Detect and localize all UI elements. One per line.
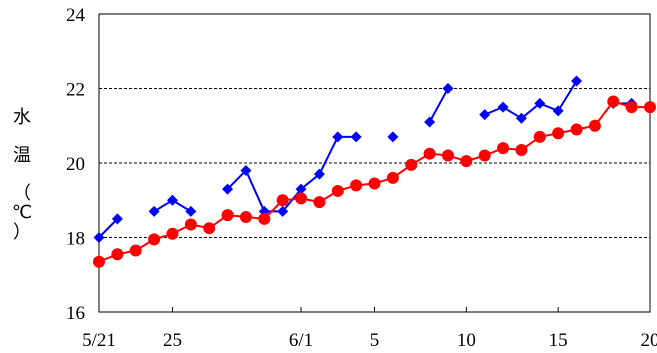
x-tick-label: 5/21 <box>82 330 116 351</box>
series-0 <box>93 75 638 243</box>
series-0-point <box>552 105 564 117</box>
series-layer <box>93 75 656 268</box>
series-0-point <box>332 131 344 143</box>
series-1-point <box>331 184 344 197</box>
series-0-point <box>148 205 160 217</box>
x-tick-label: 5 <box>370 330 380 351</box>
series-1-point <box>625 101 638 114</box>
series-0-point <box>222 183 234 195</box>
series-1-point <box>350 179 363 192</box>
series-1-point <box>184 218 197 231</box>
series-1-point <box>441 149 454 162</box>
gridlines <box>99 13 650 238</box>
series-1-point <box>93 255 105 268</box>
y-axis-label-char: ） <box>13 222 31 243</box>
series-1-point <box>239 211 252 224</box>
series-0-point <box>277 205 289 217</box>
series-1-point <box>533 130 546 143</box>
series-1-point <box>313 196 326 209</box>
y-tick-label: 18 <box>66 229 85 250</box>
series-0-segment <box>300 173 321 190</box>
series-1-point <box>607 95 620 108</box>
series-0-point <box>571 75 583 87</box>
series-0-point <box>313 168 325 180</box>
y-axis-label-char: ℃ <box>12 202 32 223</box>
series-0-point <box>387 131 399 143</box>
x-tick-label: 6/1 <box>289 330 313 351</box>
series-0-point <box>295 183 307 195</box>
series-1-point <box>148 233 161 246</box>
y-axis-label-char: 温 <box>13 145 31 166</box>
series-1-point <box>570 123 583 136</box>
series-1-point <box>111 248 124 261</box>
y-tick-label: 20 <box>66 154 85 175</box>
x-axis-ticks: 5/21 25 6/1 5 10 15 20 <box>82 307 657 351</box>
series-1-point <box>166 227 179 240</box>
series-0-segment <box>98 218 119 239</box>
x-tick-label: 15 <box>549 330 568 351</box>
y-tick-label: 16 <box>66 303 85 324</box>
series-0-point <box>497 101 509 113</box>
series-1-point <box>203 222 216 235</box>
series-0-segment <box>520 102 541 120</box>
y-axis-label: 水温 （℃） <box>12 107 32 243</box>
series-1-point <box>221 209 234 222</box>
y-axis-label-char: 水 <box>13 107 31 128</box>
series-0-segment <box>428 88 449 123</box>
y-axis-label-char: （ <box>13 183 31 204</box>
series-0-point <box>479 109 491 121</box>
series-0-point <box>93 232 105 243</box>
series-0-point <box>424 116 436 128</box>
series-1-point <box>497 142 510 155</box>
series-0-point <box>350 131 362 143</box>
x-tick-label: 20 <box>641 330 657 351</box>
series-1-point <box>515 143 528 156</box>
series-0-point <box>515 112 527 124</box>
series-1-point <box>386 171 399 184</box>
series-1 <box>93 95 656 268</box>
series-1-point <box>276 194 289 207</box>
x-tick-label: 25 <box>163 330 182 351</box>
series-1-point <box>460 155 473 168</box>
series-0-segment <box>226 169 247 190</box>
series-0-segment <box>245 170 266 212</box>
series-1-point <box>129 244 142 257</box>
series-1-point <box>588 119 601 132</box>
series-1-point <box>295 192 308 205</box>
y-axis-ticks: 16 18 20 22 24 <box>66 5 86 324</box>
series-0-point <box>240 164 252 176</box>
x-tick-label: 10 <box>457 330 476 351</box>
y-tick-label: 24 <box>66 5 86 26</box>
series-0-point <box>166 194 178 206</box>
series-0-segment <box>318 136 339 175</box>
series-1-point <box>478 149 491 162</box>
series-1-point <box>368 177 381 190</box>
series-0-point <box>111 213 123 225</box>
series-1-point <box>552 127 565 140</box>
series-0-point <box>534 97 546 109</box>
series-0-point <box>442 83 454 94</box>
series-1-point <box>423 147 436 160</box>
series-0-point <box>185 205 197 217</box>
series-1-point <box>258 212 271 225</box>
y-tick-label: 22 <box>66 80 85 101</box>
series-1-point <box>405 158 418 171</box>
series-0-segment <box>557 80 578 112</box>
series-1-point <box>644 101 656 114</box>
